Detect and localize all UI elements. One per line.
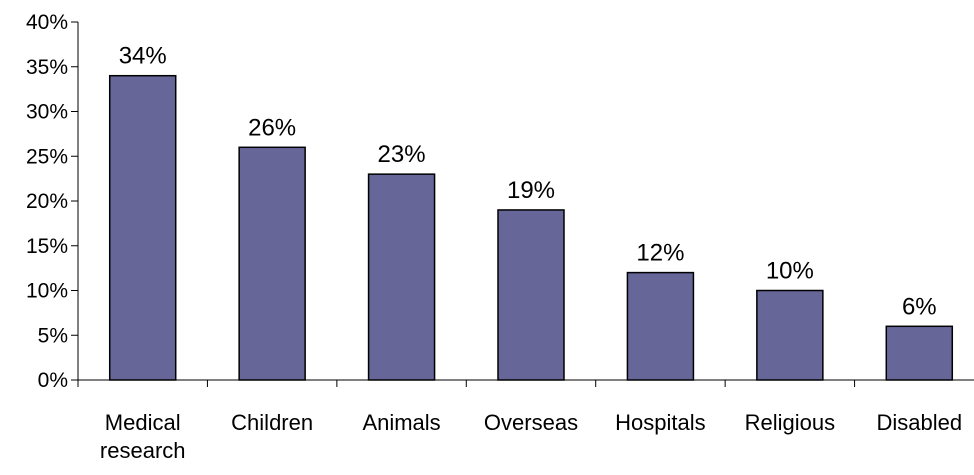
x-tick-label-line: Medical — [105, 410, 181, 435]
bar — [367, 173, 436, 381]
bar — [885, 325, 954, 381]
x-tick-label: Medical research — [100, 410, 186, 463]
x-tick-label-line: Animals — [362, 410, 440, 435]
x-axis: Medical research Children Animals Overseas Ho… — [77, 379, 974, 463]
x-tick-label-line: Overseas — [484, 410, 578, 435]
bar — [626, 271, 695, 381]
bar — [497, 209, 565, 381]
y-tick-label: 30% — [26, 101, 68, 124]
x-tick-label: Children — [231, 410, 313, 435]
y-tick-label: 5% — [38, 324, 68, 347]
x-tick-label-line: Religious — [745, 410, 836, 435]
x-tick-label: Hospitals — [615, 410, 705, 435]
x-tick-label: Religious — [745, 410, 836, 435]
data-label: 26% — [248, 114, 296, 141]
x-tick-label: Overseas — [484, 410, 578, 435]
data-labels: 34% 26% 23% 19% 12% 10% 6% — [119, 43, 937, 321]
x-tick-label: Disabled — [876, 410, 962, 435]
y-tick-label: 0% — [38, 369, 68, 392]
y-axis: 0% 5% 10% 15% 20% 25% 30% 35% 40% — [26, 11, 79, 392]
y-tick-label: 15% — [26, 235, 68, 258]
bar — [238, 146, 306, 381]
y-tick-label: 40% — [26, 11, 68, 34]
x-tick-label-line: research — [100, 438, 186, 463]
y-tick-label: 10% — [26, 280, 68, 303]
bar — [756, 289, 824, 381]
data-label: 34% — [119, 43, 167, 70]
data-label: 19% — [507, 177, 555, 204]
y-tick-label: 35% — [26, 56, 68, 79]
x-tick-label-line: Children — [231, 410, 313, 435]
data-label: 6% — [902, 293, 937, 320]
bar — [108, 74, 177, 381]
x-tick-label-line: Disabled — [876, 410, 962, 435]
x-tick-label: Animals — [362, 410, 440, 435]
data-label: 10% — [766, 258, 814, 285]
y-tick-label: 25% — [26, 145, 68, 168]
bars — [108, 74, 954, 381]
x-tick-label-line: Hospitals — [615, 410, 705, 435]
data-label: 12% — [636, 240, 684, 267]
y-tick-label: 20% — [26, 190, 68, 213]
data-label: 23% — [378, 141, 426, 168]
